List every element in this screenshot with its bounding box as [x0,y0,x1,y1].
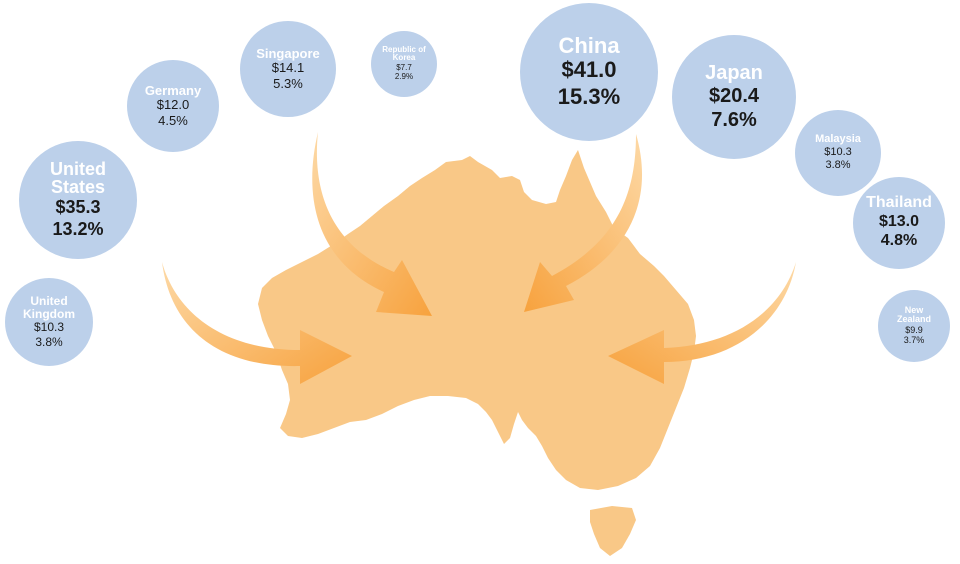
country-value: $35.3 [55,197,101,218]
country-name: Malaysia [815,133,861,146]
country-share: 4.5% [158,112,188,128]
country-share: 13.2% [52,218,104,239]
bubble-republic-of-korea: Republic of Korea $7.7 2.9% [371,31,437,97]
country-share: 3.7% [903,335,925,346]
country-share: 3.8% [35,334,63,349]
bubble-china: China $41.0 15.3% [520,3,658,141]
country-value: $12.0 [156,97,190,113]
inbound-arrow-icon [524,134,643,312]
country-name: New Zealand [896,304,931,325]
bubble-united-states: United States $35.3 13.2% [19,141,137,259]
bubble-thailand: Thailand $13.0 4.8% [853,177,945,269]
country-name: Germany [144,82,202,98]
bubble-singapore: Singapore $14.1 5.3% [240,21,336,117]
inbound-arrow-icon [162,262,352,384]
country-value: $14.1 [271,60,305,76]
country-share: 7.6% [711,108,757,131]
country-value: $10.3 [824,145,852,158]
bubble-japan: Japan $20.4 7.6% [672,35,796,159]
country-value: $41.0 [561,57,617,83]
country-share: 2.9% [394,72,414,82]
country-name: Republic of Korea [382,45,426,63]
country-value: $7.7 [396,62,412,72]
country-share: 5.3% [273,75,303,91]
bubble-united-kingdom: United Kingdom $10.3 3.8% [5,278,93,366]
country-name: China [558,33,620,59]
country-value: $10.3 [33,320,65,335]
country-name: Japan [705,61,763,84]
country-name: Thailand [866,194,932,212]
bubble-new-zealand: New Zealand $9.9 3.7% [878,290,950,362]
country-name: Singapore [256,45,320,61]
country-share: 3.8% [825,158,851,171]
country-value: $20.4 [708,84,760,107]
country-value: $9.9 [905,324,923,335]
country-value: $13.0 [878,213,920,231]
bubble-malaysia: Malaysia $10.3 3.8% [795,110,881,196]
country-share: 4.8% [880,232,918,250]
country-share: 15.3% [557,83,621,109]
inbound-arrow-icon [312,132,432,316]
country-name: United States [50,158,106,198]
country-name: United Kingdom [23,294,75,321]
bubble-germany: Germany $12.0 4.5% [127,60,219,152]
inbound-arrow-icon [608,262,796,384]
australia-map-icon [258,150,696,556]
